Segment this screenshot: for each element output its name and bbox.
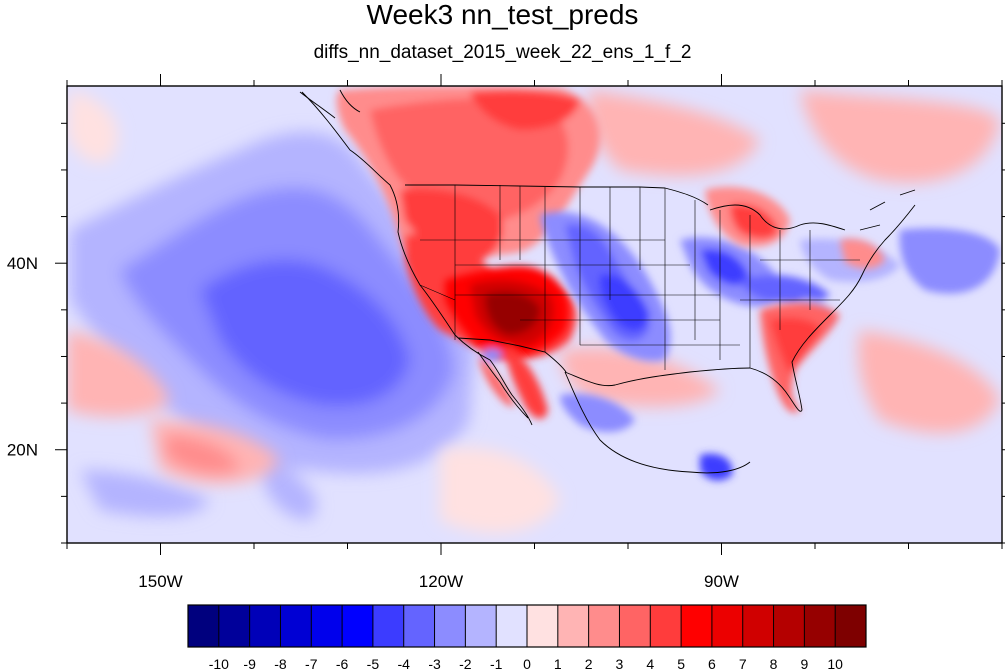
colorbar-label: -5	[367, 656, 380, 672]
axis-tick-labels: 150W 120W 90W 40N 20N	[7, 254, 739, 591]
colorbar-swatch	[342, 605, 374, 647]
lat-tick-label: 40N	[7, 254, 38, 273]
colorbar-swatch	[372, 605, 405, 647]
colorbar-swatch	[773, 605, 805, 647]
colorbar-label: 3	[616, 656, 624, 672]
colorbar-frame	[187, 604, 867, 648]
colorbar-swatch	[465, 605, 497, 647]
colorbar-swatch	[804, 605, 836, 647]
southwest-core-region	[445, 265, 569, 419]
colorbar: -10 -9 -8 -7 -6 -5 -4 -3 -2 -1 0 1 2 3 4 5 6 7 8 9 10	[187, 604, 867, 672]
colorbar-swatch	[527, 605, 559, 647]
colorbar-swatch	[557, 605, 590, 647]
lon-tick-label: 90W	[704, 572, 739, 591]
colorbar-label: 4	[646, 656, 654, 672]
colorbar-label: 8	[770, 656, 778, 672]
colorbar-swatch	[711, 605, 744, 647]
colorbar-label: 6	[708, 656, 716, 672]
pacific-negative-region	[70, 131, 475, 520]
us-mexico-border	[457, 337, 567, 373]
colorbar-swatch	[650, 605, 682, 647]
us-canada-border	[405, 184, 709, 206]
colorbar-label: 0	[523, 656, 531, 672]
colorbar-label: -2	[459, 656, 472, 672]
lon-tick-label: 120W	[419, 572, 463, 591]
colorbar-swatch	[496, 605, 528, 647]
lat-tick-label: 20N	[7, 441, 38, 460]
colorbar-swatch	[188, 605, 220, 647]
colorbar-swatch	[588, 605, 620, 647]
colorbar-swatch	[218, 605, 251, 647]
colorbar-label: -10	[209, 656, 229, 672]
colorbar-swatch	[280, 605, 312, 647]
colorbar-swatch	[311, 605, 343, 647]
colorbar-label: 5	[677, 656, 685, 672]
colorbar-swatch	[835, 605, 867, 647]
colorbar-label: 7	[739, 656, 747, 672]
colorbar-label: 10	[827, 656, 843, 672]
colorbar-swatch	[403, 605, 435, 647]
west-coast-line	[301, 91, 533, 426]
boundary-lines	[299, 89, 916, 474]
page-subtitle: diffs_nn_dataset_2015_week_22_ens_1_f_2	[313, 42, 692, 63]
lon-tick-label: 150W	[138, 572, 182, 591]
state-lines	[419, 185, 860, 370]
canada-coast-line	[299, 89, 361, 119]
page-title: Week3 nn_test_preds	[366, 0, 639, 30]
colorbar-label: 9	[800, 656, 808, 672]
colorbar-label: -8	[274, 656, 287, 672]
colorbar-label: -7	[305, 656, 318, 672]
colorbar-swatch	[742, 605, 774, 647]
positive-background-regions	[67, 90, 1000, 534]
gulf-coast-line	[564, 204, 916, 412]
colorbar-label: -1	[490, 656, 503, 672]
islands-line	[859, 189, 916, 231]
colorbar-swatch	[619, 605, 651, 647]
colorbar-label: -4	[398, 656, 411, 672]
colorbar-swatch	[434, 605, 466, 647]
colorbar-swatch	[681, 605, 713, 647]
colorbar-label: -9	[243, 656, 256, 672]
anomaly-field	[67, 86, 1002, 543]
great-lakes-line	[709, 204, 846, 231]
baja-line	[477, 351, 529, 419]
mexico-east-coast-line	[564, 371, 751, 474]
colorbar-label: 2	[585, 656, 593, 672]
colorbar-label: -6	[336, 656, 349, 672]
colorbar-label: 1	[554, 656, 562, 672]
colorbar-swatch	[249, 605, 281, 647]
colorbar-label: -3	[428, 656, 441, 672]
axis-ticks	[55, 74, 1005, 555]
